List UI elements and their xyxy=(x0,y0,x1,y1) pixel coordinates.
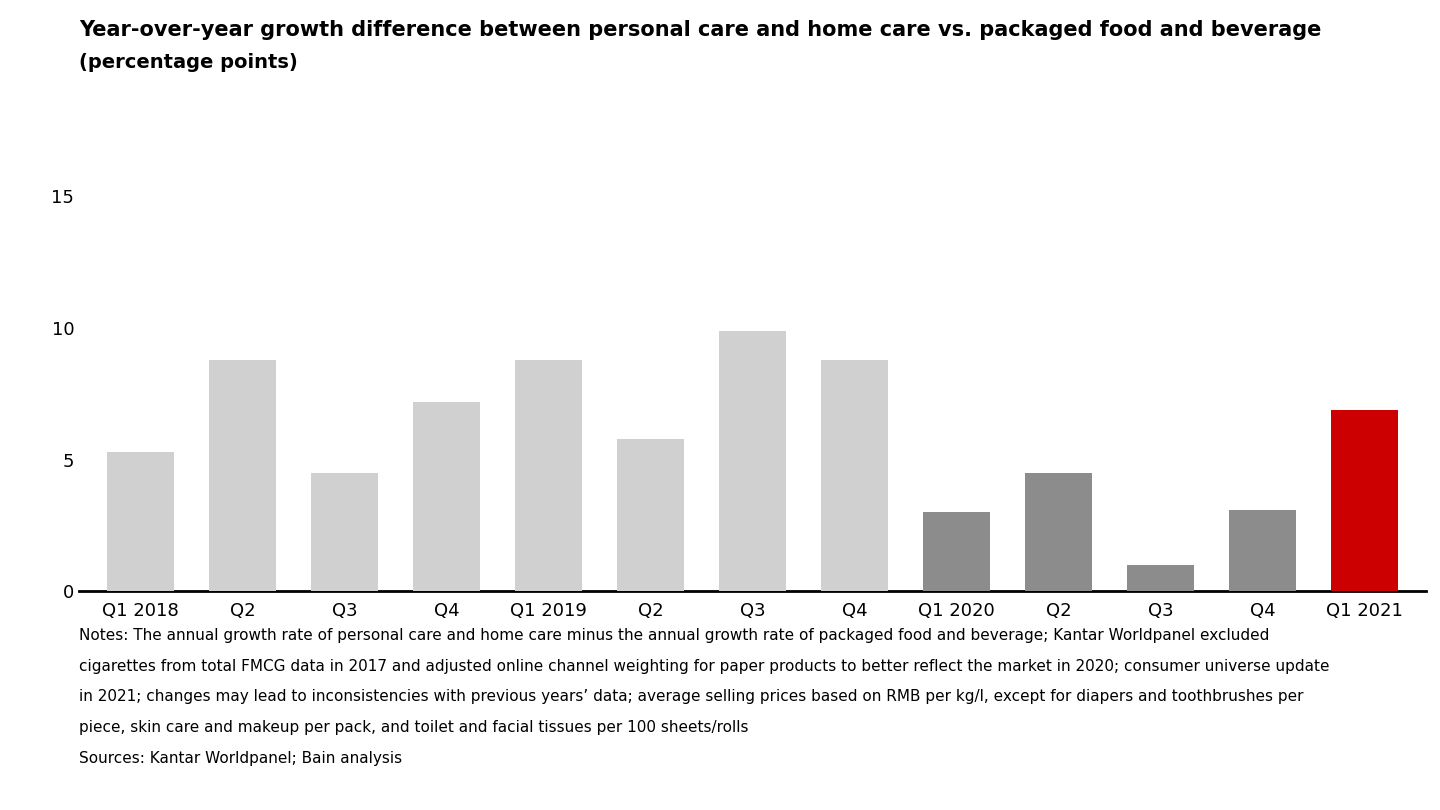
Bar xyxy=(413,402,480,591)
Bar xyxy=(311,473,377,591)
Text: Notes: The annual growth rate of personal care and home care minus the annual gr: Notes: The annual growth rate of persona… xyxy=(79,628,1270,643)
Text: in 2021; changes may lead to inconsistencies with previous years’ data; average : in 2021; changes may lead to inconsisten… xyxy=(79,689,1303,705)
Text: cigarettes from total FMCG data in 2017 and adjusted online channel weighting fo: cigarettes from total FMCG data in 2017 … xyxy=(79,659,1329,674)
Bar xyxy=(923,513,989,591)
Bar xyxy=(719,330,786,591)
Bar xyxy=(1230,509,1296,591)
Bar xyxy=(107,452,174,591)
Bar xyxy=(618,439,684,591)
Bar xyxy=(1331,410,1398,591)
Text: (percentage points): (percentage points) xyxy=(79,53,298,71)
Text: piece, skin care and makeup per pack, and toilet and facial tissues per 100 shee: piece, skin care and makeup per pack, an… xyxy=(79,720,749,735)
Bar xyxy=(516,360,582,591)
Bar xyxy=(209,360,275,591)
Text: Year-over-year growth difference between personal care and home care vs. package: Year-over-year growth difference between… xyxy=(79,20,1322,40)
Text: Sources: Kantar Worldpanel; Bain analysis: Sources: Kantar Worldpanel; Bain analysi… xyxy=(79,751,402,766)
Bar xyxy=(1025,473,1092,591)
Bar xyxy=(1128,565,1194,591)
Bar xyxy=(821,360,887,591)
